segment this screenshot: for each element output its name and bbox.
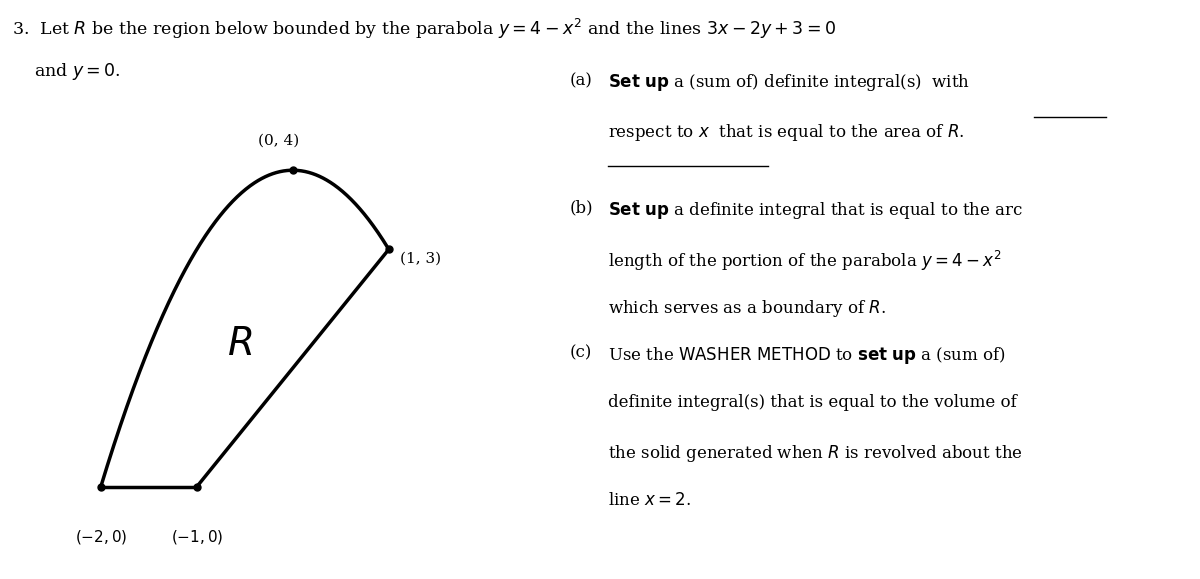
Text: (0, 4): (0, 4) xyxy=(258,134,299,148)
Text: $(-2, 0)$: $(-2, 0)$ xyxy=(74,528,127,546)
Text: definite integral(s) that is equal to the volume of: definite integral(s) that is equal to th… xyxy=(608,394,1018,411)
Text: $\mathbf{Set\ up}$ a (sum of) definite integral(s)  with: $\mathbf{Set\ up}$ a (sum of) definite i… xyxy=(608,72,971,93)
Text: (a): (a) xyxy=(570,72,593,89)
Text: 3.  Let $R$ be the region below bounded by the parabola $y = 4 - x^2$ and the li: 3. Let $R$ be the region below bounded b… xyxy=(12,17,836,42)
Text: the solid generated when $R$ is revolved about the: the solid generated when $R$ is revolved… xyxy=(608,443,1024,464)
Text: $R$: $R$ xyxy=(227,326,253,363)
Text: (1, 3): (1, 3) xyxy=(401,252,442,266)
Text: line $x = 2$.: line $x = 2$. xyxy=(608,492,691,509)
Text: length of the portion of the parabola $y = 4 - x^2$: length of the portion of the parabola $y… xyxy=(608,249,1002,273)
Text: and $y = 0$.: and $y = 0$. xyxy=(12,61,121,82)
Text: $\mathbf{Set\ up}$ a definite integral that is equal to the arc: $\mathbf{Set\ up}$ a definite integral t… xyxy=(608,200,1024,221)
Text: $(-1, 0)$: $(-1, 0)$ xyxy=(170,528,223,546)
Text: (c): (c) xyxy=(570,345,593,361)
Text: (b): (b) xyxy=(570,200,594,217)
Text: Use the $\mathrm{WASHER\ METHOD}$ to $\mathbf{set\ up}$ a (sum of): Use the $\mathrm{WASHER\ METHOD}$ to $\m… xyxy=(608,345,1007,365)
Text: which serves as a boundary of $R$.: which serves as a boundary of $R$. xyxy=(608,298,887,319)
Polygon shape xyxy=(101,170,389,487)
Text: respect to $x$  that is equal to the area of $R$.: respect to $x$ that is equal to the area… xyxy=(608,122,965,142)
